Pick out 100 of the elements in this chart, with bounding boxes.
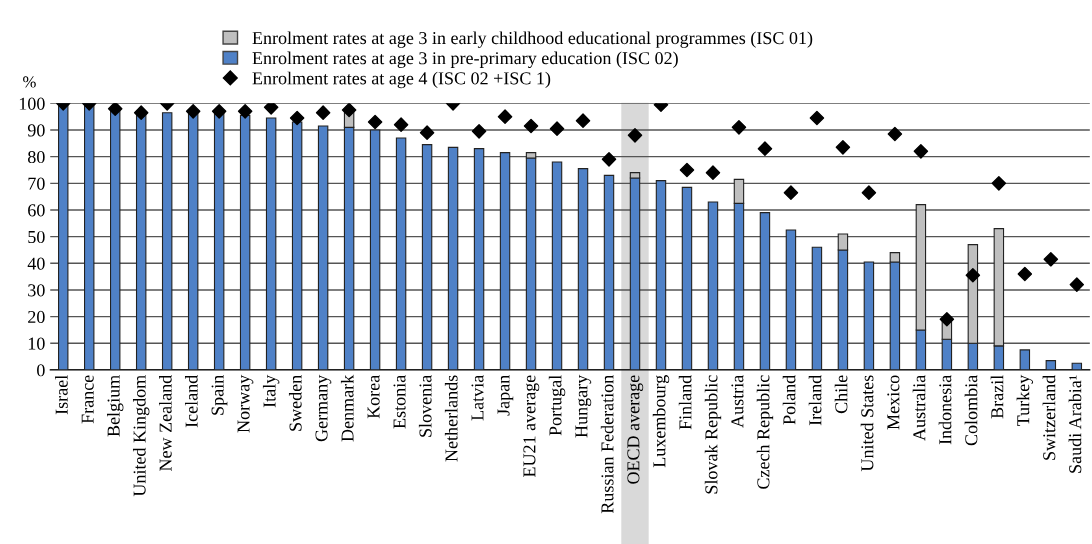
x-tick-label: Belgium — [106, 375, 124, 437]
point — [367, 114, 383, 130]
point — [263, 103, 279, 115]
x-tick-label: Italy — [262, 374, 280, 408]
x-tick-label: United States — [860, 375, 874, 472]
x-tick-label: Germany — [315, 374, 332, 442]
x-tick-label: Hungary — [575, 374, 592, 438]
x-tick-label: Brazil — [990, 375, 1004, 419]
bar — [161, 112, 173, 370]
bar — [863, 261, 875, 370]
bar — [603, 174, 615, 370]
bar — [213, 112, 225, 370]
bar — [577, 168, 589, 370]
point — [627, 128, 643, 143]
bar — [1045, 360, 1057, 370]
x-tick-label: France — [81, 375, 94, 424]
point — [419, 125, 435, 140]
point — [497, 109, 513, 124]
point — [107, 103, 123, 116]
x-tick-label: New Zealand — [159, 375, 172, 472]
point — [809, 110, 825, 126]
point — [1017, 266, 1033, 282]
x-tick-label: Saudi Arabia¹ — [1068, 375, 1082, 473]
point — [783, 185, 799, 200]
bar — [291, 121, 303, 370]
x-tick-label: Colombia — [964, 375, 978, 446]
bar — [473, 148, 485, 370]
point — [549, 121, 565, 136]
point — [757, 141, 773, 156]
bar — [447, 146, 459, 370]
x-tick-label: Russian Federation — [600, 375, 614, 514]
bar — [681, 186, 693, 370]
point — [315, 105, 331, 120]
x-tick-label: Finland — [678, 375, 692, 430]
x-tick-label: United Kingdom — [132, 375, 150, 497]
x-tick-label: Slovenia — [418, 375, 432, 437]
x-tick-label: Slovak Republic — [704, 375, 722, 494]
point — [393, 117, 409, 132]
x-tick-label: Indonesia — [938, 375, 952, 445]
point — [887, 126, 903, 142]
bar — [759, 212, 771, 370]
bar — [785, 229, 797, 370]
x-tick-label: Latvia — [471, 375, 484, 421]
point — [705, 165, 721, 180]
x-tick-label: Czech Republic — [756, 375, 774, 489]
x-tick-label: Norway — [237, 374, 254, 433]
point — [991, 176, 1007, 191]
bar — [239, 114, 251, 370]
bar — [1071, 362, 1083, 370]
x-tick-label: Luxembourg — [652, 375, 670, 468]
y-tick-label: 70 — [28, 177, 45, 190]
point — [861, 185, 877, 200]
x-tick-label: Denmark — [340, 374, 354, 442]
x-tick-label: Austria — [731, 375, 744, 428]
y-tick-label: 40 — [27, 257, 45, 270]
point — [1069, 277, 1085, 292]
bar — [369, 129, 381, 370]
point — [575, 113, 591, 128]
bar — [551, 161, 563, 370]
bar — [317, 125, 329, 370]
legend-label: Enrolment rates at age 3 in early childhood educational programmes (ISC 01) — [252, 31, 813, 48]
point — [523, 118, 539, 134]
x-tick-label: Australia — [912, 375, 926, 441]
y-tick-label: 0 — [37, 364, 45, 377]
x-tick-label: EU21 average — [523, 375, 540, 478]
x-tick-label: Netherlands — [444, 375, 458, 462]
x-tick-label: Switzerland — [1042, 375, 1056, 460]
x-tick-label: Korea — [367, 375, 380, 419]
bar — [655, 180, 667, 370]
x-tick-label: Poland — [782, 375, 796, 425]
bar — [109, 108, 121, 370]
x-tick-label: Spain — [211, 375, 228, 415]
bar — [1019, 349, 1031, 370]
x-tick-label: OECD average — [627, 375, 644, 484]
x-tick-label: Turkey — [1016, 374, 1034, 426]
x-tick-label: Sweden — [288, 375, 302, 431]
point — [601, 152, 617, 167]
y-tick-label: 10 — [28, 337, 45, 350]
point — [731, 120, 747, 135]
y-tick-label: 20 — [28, 310, 45, 324]
y-tick-label: 90 — [27, 124, 45, 137]
bar — [265, 117, 277, 370]
point — [289, 110, 305, 126]
bar — [395, 137, 407, 370]
x-tick-label: Japan — [497, 375, 514, 416]
point — [965, 268, 981, 283]
bar — [57, 103, 69, 370]
point — [133, 105, 149, 120]
point — [185, 104, 201, 119]
bar — [135, 113, 147, 370]
x-tick-label: Mexico — [887, 375, 900, 430]
x-tick-label: Iceland — [184, 375, 198, 428]
x-tick-label: Portugal — [548, 375, 566, 436]
point — [835, 140, 851, 155]
point — [341, 103, 357, 118]
y-tick-label: 100 — [19, 97, 45, 110]
y-tick-label: 30 — [28, 284, 45, 297]
bar — [83, 103, 95, 370]
y-tick-label: 60 — [28, 204, 45, 217]
legend-label: Enrolment rates at age 3 in pre-primary education (ISC 02) — [252, 51, 678, 68]
